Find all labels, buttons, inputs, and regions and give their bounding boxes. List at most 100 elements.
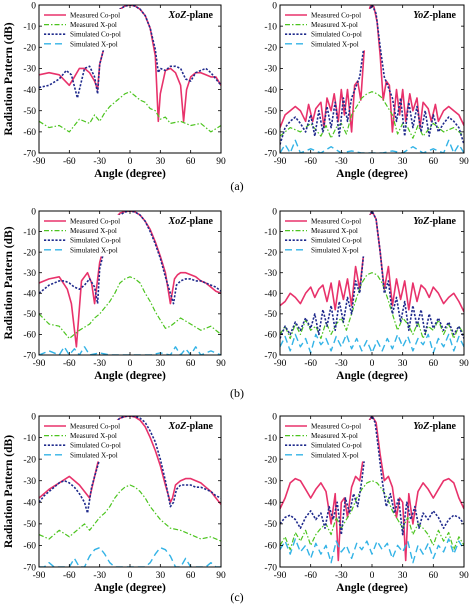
- y-tick-label: 0: [272, 412, 277, 422]
- x-tick-label: -90: [274, 157, 287, 167]
- y-tick-label: -70: [264, 563, 277, 573]
- caption-c: (c): [230, 590, 243, 604]
- x-tick-label: 30: [398, 571, 408, 581]
- legend-label: Simulated X-pol: [70, 246, 118, 254]
- y-tick-label: -20: [264, 44, 277, 54]
- y-tick-label: -10: [23, 22, 36, 32]
- series-line-simulated-x: [39, 546, 221, 567]
- legend-label: Simulated X-pol: [311, 451, 359, 459]
- x-tick-label: 0: [370, 157, 375, 167]
- series-line-measured-x: [39, 91, 221, 133]
- y-tick-label: -40: [264, 290, 277, 300]
- series-line-measured-co: [280, 416, 464, 562]
- y-tick-label: -10: [23, 228, 36, 238]
- y-tick-label: -10: [264, 22, 277, 32]
- y-tick-label: -60: [23, 331, 36, 341]
- x-tick-label: -90: [33, 157, 46, 167]
- y-tick-label: -10: [23, 434, 36, 444]
- caption-b: (b): [230, 386, 244, 400]
- x-axis-label: Angle (degree): [94, 168, 166, 180]
- series-line-simulated-co: [39, 5, 221, 99]
- series-line-simulated-co: [39, 211, 221, 305]
- x-tick-label: 90: [216, 359, 226, 369]
- legend-label: Simulated X-pol: [311, 40, 359, 48]
- legend-label: Simulated Co-pol: [311, 442, 362, 450]
- legend-label: Simulated Co-pol: [311, 31, 362, 39]
- x-tick-label: 30: [156, 571, 166, 581]
- series-group: [39, 416, 221, 567]
- legend-label: Measured X-pol: [70, 227, 117, 235]
- x-tick-label: 90: [216, 157, 226, 167]
- y-tick-label: 0: [31, 1, 36, 11]
- x-tick-label: 60: [429, 359, 439, 369]
- x-tick-label: -60: [304, 571, 317, 581]
- legend-label: Measured Co-pol: [311, 423, 361, 431]
- x-axis-label: Angle (degree): [336, 168, 408, 180]
- x-tick-label: 0: [370, 359, 375, 369]
- y-tick-label: -70: [264, 149, 277, 159]
- y-tick-label: -30: [23, 477, 36, 487]
- y-tick-label: -30: [264, 269, 277, 279]
- x-tick-label: 60: [186, 359, 196, 369]
- x-axis-label: Angle (degree): [336, 370, 408, 382]
- x-tick-label: -60: [304, 157, 317, 167]
- y-tick-label: 0: [272, 207, 277, 217]
- plane-title-suffix: -plane: [186, 10, 213, 21]
- legend-label: Measured X-pol: [70, 21, 117, 29]
- legend-label: Measured X-pol: [311, 432, 358, 440]
- plane-title-suffix: -plane: [429, 216, 456, 227]
- legend-label: Measured X-pol: [70, 432, 117, 440]
- y-tick-label: -30: [23, 269, 36, 279]
- panel-4: -90 -60 -30 0 30 60 90 0 -10 -20 -30 -40 -50 -60 -70 An…: [3, 412, 226, 594]
- y-tick-label: -20: [23, 44, 36, 54]
- x-tick-label: 90: [216, 571, 226, 581]
- series-line-measured-x: [39, 484, 221, 542]
- caption-a: (a): [230, 179, 243, 193]
- y-tick-label: -20: [264, 455, 277, 465]
- y-tick-label: -50: [264, 520, 277, 530]
- y-tick-label: 0: [31, 207, 36, 217]
- x-tick-label: 60: [186, 571, 196, 581]
- legend-label: Measured Co-pol: [70, 218, 120, 226]
- x-tick-label: -30: [93, 571, 106, 581]
- x-tick-label: -90: [274, 571, 287, 581]
- y-tick-label: -30: [23, 65, 36, 75]
- y-tick-label: -20: [23, 455, 36, 465]
- x-tick-label: 30: [398, 359, 408, 369]
- y-tick-label: -10: [264, 228, 277, 238]
- plane-title: XoZ-plane: [168, 421, 214, 432]
- series-line-measured-x: [280, 91, 464, 139]
- y-tick-label: -50: [23, 310, 36, 320]
- x-tick-label: 30: [156, 157, 166, 167]
- y-tick-label: -60: [23, 128, 36, 138]
- y-tick-label: -50: [23, 107, 36, 117]
- legend-label: Simulated X-pol: [70, 40, 118, 48]
- plane-title-prefix: YoZ: [413, 216, 429, 227]
- series-line-measured-x: [39, 276, 221, 340]
- x-tick-label: -60: [63, 571, 76, 581]
- y-tick-label: -60: [264, 331, 277, 341]
- series-line-measured-x: [280, 272, 464, 340]
- x-tick-label: 0: [370, 571, 375, 581]
- y-tick-label: -10: [264, 434, 277, 444]
- y-tick-label: -70: [264, 351, 277, 361]
- series-group: [39, 5, 221, 133]
- y-tick-label: -30: [264, 65, 277, 75]
- x-tick-label: -30: [93, 157, 106, 167]
- y-tick-label: -40: [23, 86, 36, 96]
- x-tick-label: -30: [93, 359, 106, 369]
- plane-title-prefix: XoZ: [168, 216, 187, 227]
- plane-title-suffix: -plane: [429, 421, 456, 432]
- panel-1: -90 -60 -30 0 30 60 90 0 -10 -20 -30 -40 -50 -60 -70 An…: [264, 1, 469, 180]
- legend-label: Simulated Co-pol: [311, 237, 362, 245]
- y-tick-label: -70: [23, 351, 36, 361]
- x-tick-label: 0: [128, 157, 133, 167]
- plane-title-suffix: -plane: [429, 10, 456, 21]
- y-tick-label: -40: [23, 290, 36, 300]
- y-tick-label: -50: [23, 520, 36, 530]
- legend-label: Simulated Co-pol: [70, 237, 121, 245]
- x-tick-label: -90: [274, 359, 287, 369]
- y-tick-label: -60: [264, 542, 277, 552]
